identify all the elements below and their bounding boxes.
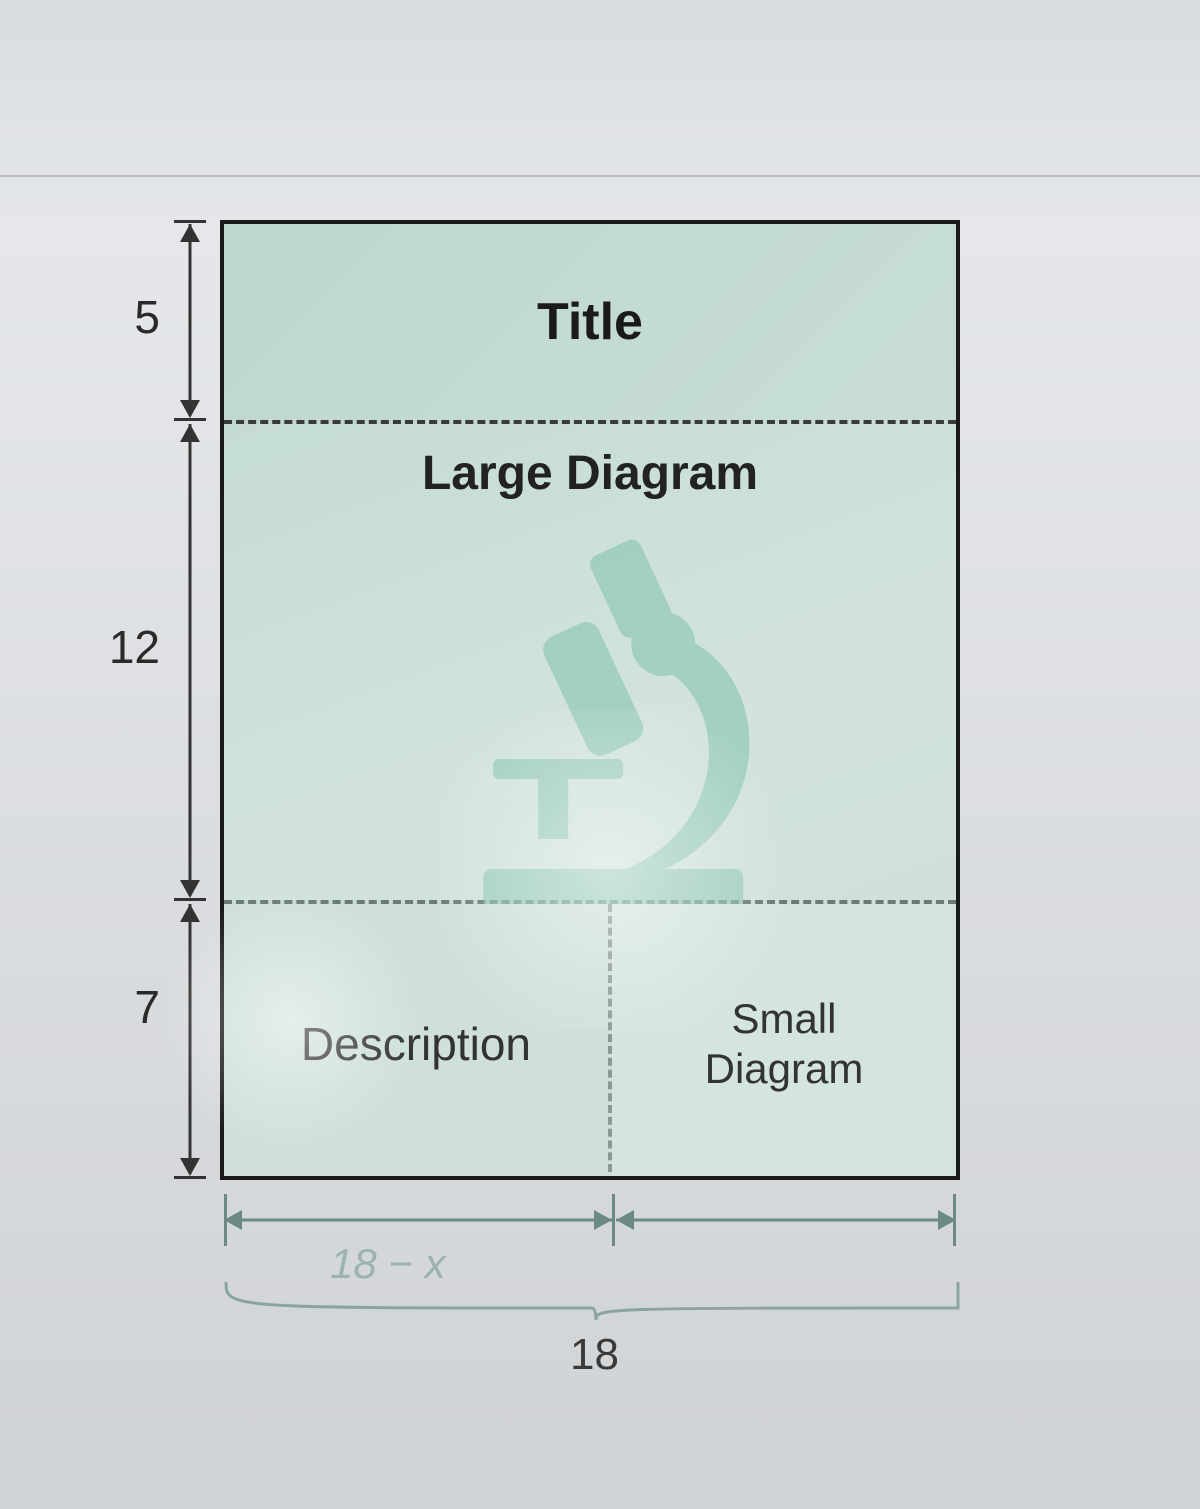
h-dim-left [224,1200,612,1240]
description-label: Description [301,1017,531,1071]
total-width-brace [224,1280,960,1330]
small-diagram-label-2: Diagram [705,1044,864,1094]
small-diagram-region: Small Diagram [612,904,956,1180]
window-chrome-border [0,175,1200,177]
diagram: Title Large Diagram Description [100,190,1080,1390]
dim-label-7: 7 [100,980,160,1034]
large-diagram-label: Large Diagram [224,446,956,501]
layout-box: Title Large Diagram Description [220,220,960,1180]
description-region: Description [224,904,612,1180]
title-label: Title [537,292,643,352]
dim-label-12: 12 [100,620,160,674]
h-dim-divider [612,1194,615,1246]
dim-label-18: 18 [570,1330,619,1380]
dim-label-5: 5 [100,290,160,344]
h-dim-right [616,1200,956,1240]
microscope-icon [453,524,813,924]
vertical-dimension-bar [170,220,210,1180]
bottom-row: Description Small Diagram [224,904,956,1180]
large-diagram-region: Large Diagram [224,424,956,904]
small-diagram-label-1: Small [731,994,836,1044]
title-region: Title [224,224,956,424]
